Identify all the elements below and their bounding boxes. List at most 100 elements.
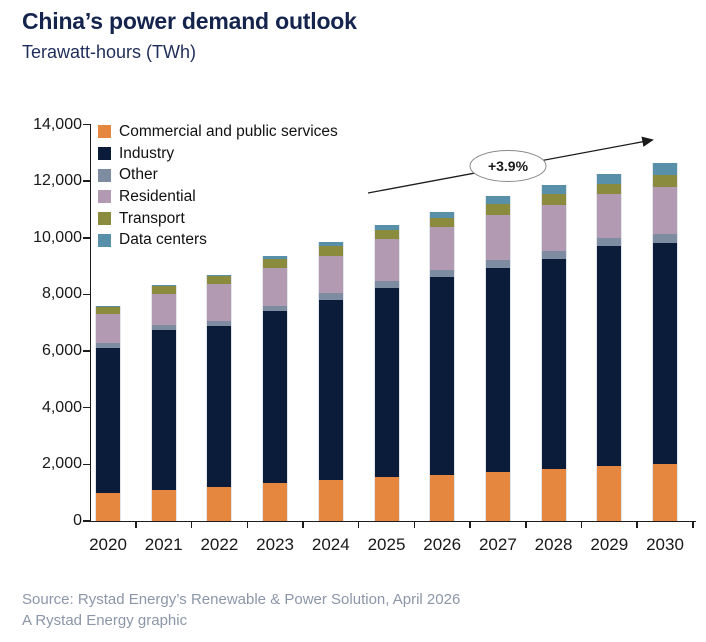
bar-segment (485, 203, 510, 215)
y-axis-tick-label: 4,000 (41, 398, 82, 416)
x-axis-label: 2025 (367, 535, 406, 554)
x-axis-label: 2028 (534, 535, 573, 554)
bar-segment (151, 329, 176, 490)
bar-2020 (95, 305, 121, 521)
x-axis-label: 2027 (478, 535, 517, 554)
bar-segment (207, 276, 232, 285)
page-title: China’s power demand outlook (22, 8, 357, 34)
bar-segment (597, 183, 622, 195)
bar-segment (318, 241, 343, 247)
bar-segment (151, 284, 176, 287)
bar-segment (597, 466, 622, 521)
bar-segment (151, 324, 176, 330)
x-axis-tick (190, 522, 193, 528)
y-axis-tick-label: 10,000 (33, 228, 82, 246)
bar-segment (597, 237, 622, 247)
bar-segment (96, 307, 120, 315)
y-axis-tick (83, 293, 90, 296)
legend-swatch (98, 125, 111, 139)
y-axis-tick (83, 350, 90, 352)
bar-segment (541, 259, 566, 469)
bar-segment (430, 211, 455, 218)
x-axis-tick (692, 522, 694, 528)
bar-segment (374, 230, 399, 240)
bar-segment (263, 258, 288, 268)
y-axis-tick (83, 520, 90, 522)
annotation-label: +3.9% (488, 158, 529, 174)
x-axis-tick (580, 522, 583, 528)
y-axis-tick-label: 6,000 (41, 342, 82, 360)
page-subtitle: Terawatt-hours (TWh) (22, 42, 197, 62)
bar-segment (541, 468, 566, 521)
bar-segment (318, 293, 343, 301)
bar-2023 (262, 256, 289, 521)
bar-segment (96, 343, 120, 349)
bar-segment (430, 277, 455, 476)
bar-segment (263, 482, 288, 521)
x-axis-tick (246, 522, 248, 528)
legend-item: Commercial and public services (98, 121, 338, 143)
bar-segment (151, 293, 176, 325)
bar-segment (430, 270, 455, 278)
bar-segment (96, 348, 120, 493)
bar-segment (207, 325, 232, 488)
bar-segment (318, 479, 343, 521)
bar-segment (485, 196, 510, 204)
bar-segment (374, 287, 399, 478)
y-axis-tick (83, 406, 90, 409)
bar-segment (653, 163, 677, 175)
x-axis-tick (525, 522, 527, 528)
x-axis-tick (636, 522, 638, 528)
bar-segment (597, 246, 622, 467)
bar-segment (207, 274, 232, 277)
legend-item: Other (98, 164, 338, 186)
legend-label: Data centers (119, 231, 207, 249)
bar-segment (541, 250, 566, 260)
chart-legend: Commercial and public services Industry Ot… (98, 121, 338, 251)
x-axis-tick (357, 522, 360, 528)
bar-segment (374, 477, 399, 521)
bar-segment (263, 256, 288, 259)
bar-2027 (484, 196, 511, 521)
bar-segment (263, 306, 288, 312)
chart-footer: Source: Rystad Energy’s Renewable & Powe… (22, 589, 460, 631)
bar-2021 (150, 284, 177, 521)
y-axis-tick-label: 14,000 (33, 115, 82, 133)
legend-item: Industry (98, 143, 338, 165)
bar-2029 (596, 173, 623, 521)
legend-swatch (98, 190, 111, 204)
bar-segment (151, 286, 176, 294)
x-axis-label: 2022 (200, 535, 239, 554)
bar-segment (318, 246, 343, 256)
bar-segment (541, 205, 566, 251)
bar-segment (207, 284, 232, 321)
legend-label: Transport (119, 209, 185, 227)
x-axis-label: 2024 (311, 535, 350, 554)
bar-segment (263, 311, 288, 483)
y-axis-tick (83, 123, 90, 126)
bar-segment (653, 234, 677, 244)
bar-segment (597, 173, 622, 184)
bar-2022 (206, 274, 233, 521)
legend-label: Industry (119, 144, 175, 162)
bar-segment (653, 174, 677, 188)
y-axis-tick-label: 8,000 (41, 285, 82, 303)
legend-label: Commercial and public services (119, 122, 338, 140)
legend-swatch (98, 147, 111, 161)
y-axis-tick-label: 0 (73, 512, 82, 529)
bar-segment (96, 314, 120, 344)
x-axis-label: 2029 (590, 535, 629, 554)
bar-segment (374, 224, 399, 231)
bar-segment (541, 194, 566, 206)
x-axis-tick (302, 522, 304, 528)
bar-segment (430, 218, 455, 227)
bar-segment (374, 239, 399, 281)
y-axis-tick (83, 463, 90, 466)
legend-swatch (98, 212, 111, 226)
bar-segment (374, 280, 399, 288)
legend-item: Transport (98, 208, 338, 230)
x-axis-label: 2026 (423, 535, 462, 554)
credit-text: A Rystad Energy graphic (22, 612, 188, 629)
legend-item: Residential (98, 186, 338, 208)
